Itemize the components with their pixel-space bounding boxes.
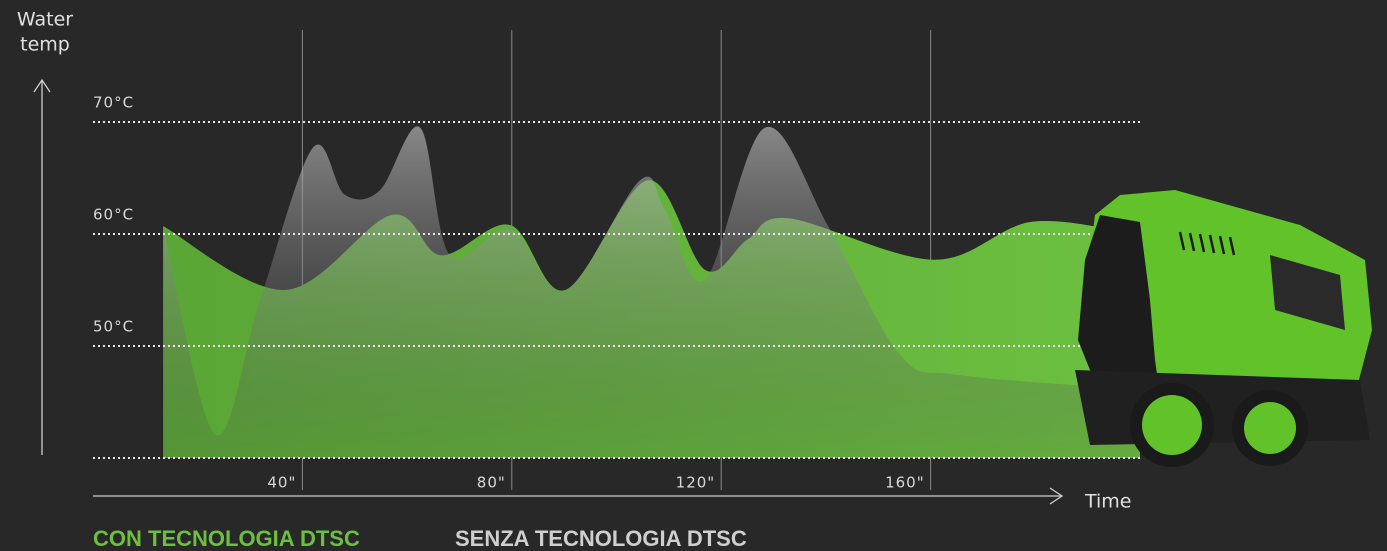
x-axis-title: Time [1084, 491, 1132, 513]
legend: CON TECNOLOGIA DTSC SENZA TECNOLOGIA DTSC [93, 526, 747, 551]
x-tick-label: 120" [676, 474, 716, 492]
x-tick-label: 160" [885, 474, 925, 492]
page: {"chart_data": { "type": "area", "y_labe… [0, 0, 1387, 551]
legend-entry: CON TECNOLOGIA DTSC [93, 526, 360, 551]
legend-entry: SENZA TECNOLOGIA DTSC [455, 526, 747, 551]
y-axis-title-line: temp [20, 34, 70, 56]
wheel-hub [1142, 395, 1202, 455]
y-tick-label: 70°C [93, 94, 134, 112]
x-tick-label: 40" [267, 474, 296, 492]
chart: Water temp Time 40" 80" 120" 160" 50°C 60°C 70… [0, 0, 1387, 551]
y-tick-label: 60°C [93, 206, 134, 224]
y-tick-label: 50°C [93, 318, 134, 336]
y-axis-title: Water temp [17, 9, 73, 56]
pressure-washer-illustration [1075, 190, 1372, 467]
x-tick-label: 80" [477, 474, 506, 492]
y-axis-title-line: Water [17, 9, 73, 31]
wheel-hub [1244, 402, 1296, 454]
machine-base [1075, 370, 1370, 445]
plot-area: 40" 80" 120" 160" 50°C 60°C 70°C [93, 30, 1140, 492]
